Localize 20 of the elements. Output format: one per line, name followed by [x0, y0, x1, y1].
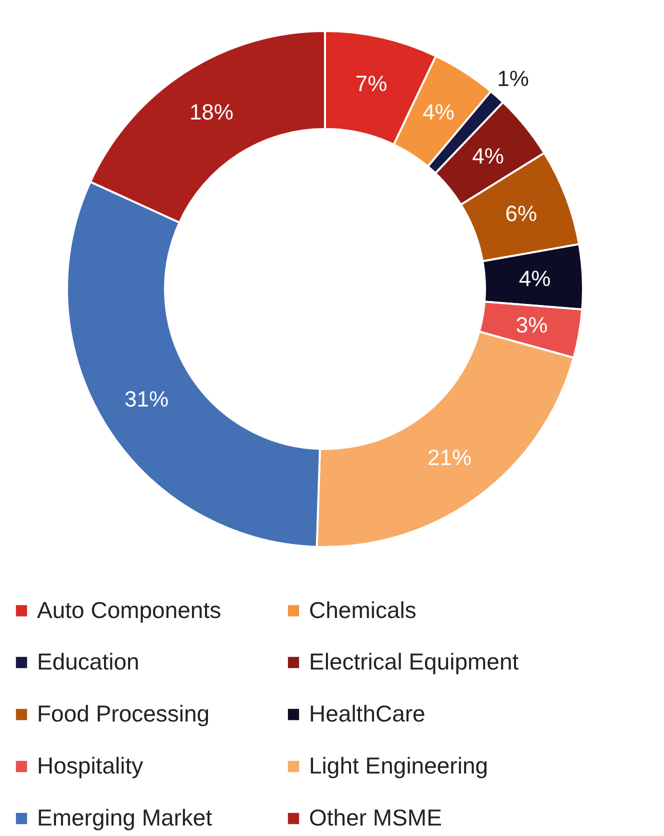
data-label: 6%	[505, 201, 538, 226]
data-label: 4%	[518, 266, 551, 292]
legend-label: Electrical Equipment	[309, 648, 520, 674]
data-label: 4%	[472, 144, 504, 169]
data-label: 4%	[422, 99, 454, 124]
legend-label: Education	[37, 648, 140, 674]
data-label: 21%	[427, 445, 472, 470]
legend-label: Food Processing	[37, 700, 210, 726]
data-label: 3%	[516, 312, 548, 338]
data-label: 31%	[124, 386, 169, 412]
legend-label: Light Engineering	[309, 752, 488, 778]
legend-label: Hospitality	[37, 752, 144, 778]
legend-label: Other MSME	[309, 804, 442, 830]
data-label: 1%	[497, 66, 529, 91]
data-label: 18%	[189, 99, 234, 124]
legend-label: HealthCare	[309, 700, 426, 726]
data-label: 7%	[355, 71, 388, 96]
legend-label: Auto Components	[37, 596, 222, 623]
legend-label: Emerging Market	[37, 804, 213, 830]
legend-label: Chemicals	[309, 596, 416, 623]
